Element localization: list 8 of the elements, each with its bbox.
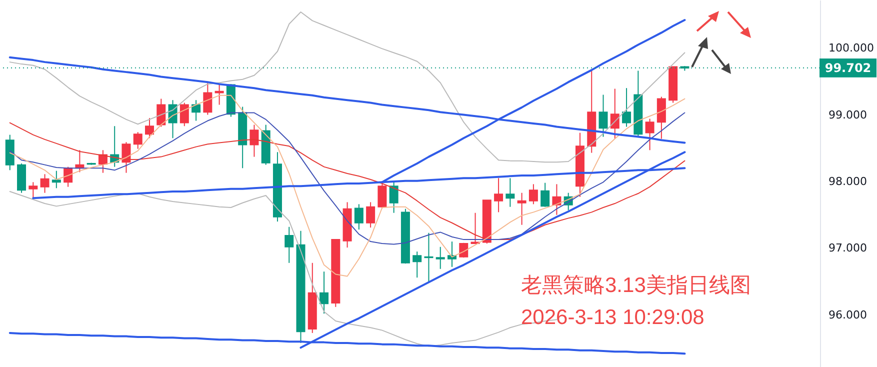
ref-line-label: 99.702 bbox=[824, 60, 872, 75]
annotation: 老黑策略3.13美指日线图 bbox=[521, 274, 751, 297]
y-tick-label: 99.000 bbox=[828, 108, 867, 122]
y-tick-label: 100.000 bbox=[828, 42, 874, 55]
y-tick-label: 97.000 bbox=[828, 242, 867, 255]
y-tick-label: 98.000 bbox=[828, 175, 867, 188]
y-tick-label: 96.000 bbox=[828, 308, 867, 322]
annotation: 2026-3-13 10:29:08 bbox=[521, 306, 704, 329]
